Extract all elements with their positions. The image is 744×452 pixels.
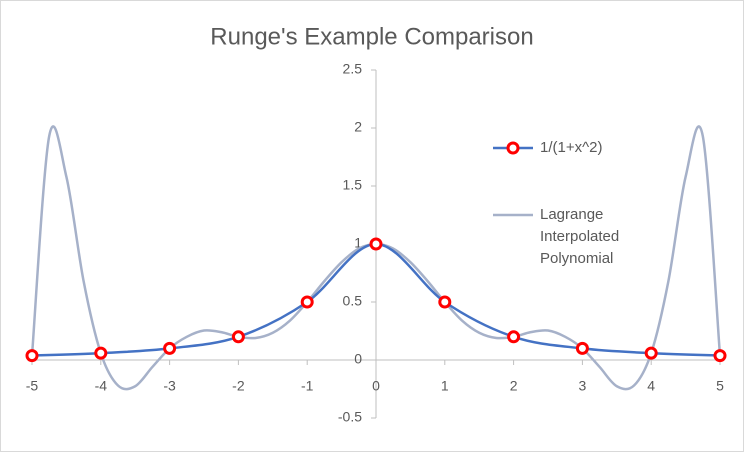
data-point: [438, 295, 452, 309]
x-tick-label: 3: [579, 378, 587, 394]
x-tick-label: -4: [95, 378, 108, 394]
x-tick-label: -5: [26, 378, 39, 394]
legend-marker: [506, 141, 520, 155]
data-point: [300, 295, 314, 309]
legend-label: Lagrange Interpolated Polynomial: [540, 206, 620, 267]
legend-label: 1/(1+x^2): [540, 139, 603, 156]
data-point: [507, 330, 521, 344]
x-tick-label: -1: [301, 378, 314, 394]
y-tick-label: 1: [354, 235, 362, 251]
data-point: [644, 346, 658, 360]
x-tick-label: 0: [372, 378, 380, 394]
x-tick-label: 5: [716, 378, 724, 394]
data-point: [575, 341, 589, 355]
y-tick-label: 0.5: [343, 293, 363, 309]
x-tick-label: 1: [441, 378, 449, 394]
chart-title: Runge's Example Comparison: [210, 23, 533, 50]
data-point: [163, 341, 177, 355]
y-tick-label: 2: [354, 119, 362, 135]
data-point: [94, 346, 108, 360]
y-tick-label: -0.5: [338, 409, 362, 425]
x-tick-label: -2: [232, 378, 245, 394]
x-tick-label: -3: [163, 378, 176, 394]
data-point: [369, 237, 383, 251]
y-tick-label: 2.5: [343, 61, 363, 77]
data-point: [231, 330, 245, 344]
data-point: [713, 349, 727, 363]
y-tick-label: 1.5: [343, 177, 363, 193]
data-point: [25, 349, 39, 363]
x-tick-label: 4: [647, 378, 655, 394]
y-tick-label: 0: [354, 351, 362, 367]
x-tick-label: 2: [510, 378, 518, 394]
